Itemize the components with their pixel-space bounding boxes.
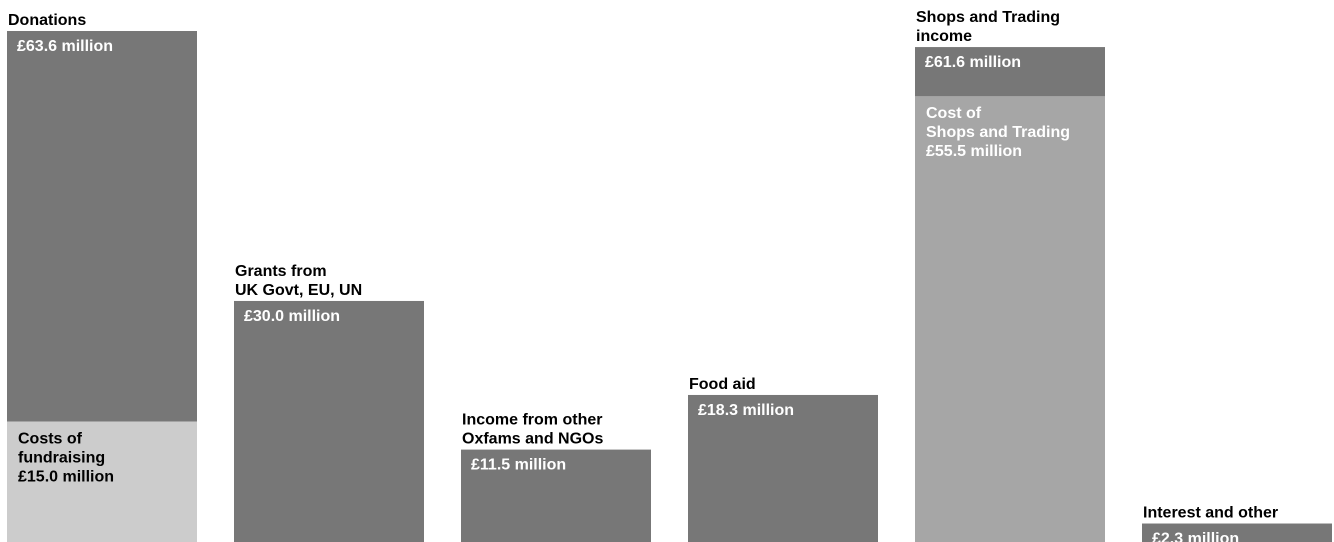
cost-label: Shops and Trading xyxy=(926,124,1070,141)
value-label: £30.0 million xyxy=(244,308,340,325)
cost-label: Costs of xyxy=(18,430,83,447)
value-label: £61.6 million xyxy=(925,54,1021,71)
category-label: Grants from xyxy=(235,263,327,280)
category-label: UK Govt, EU, UN xyxy=(235,282,362,299)
cost-label: Cost of xyxy=(926,105,982,122)
cost-label: £55.5 million xyxy=(926,143,1022,160)
income-bar xyxy=(461,449,651,542)
income-bar xyxy=(688,394,878,542)
value-label: £2.3 million xyxy=(1152,531,1239,542)
bars-layer xyxy=(7,31,1332,542)
cost-label: £15.0 million xyxy=(18,468,114,485)
category-label: Income from other xyxy=(462,412,602,429)
category-label: Shops and Trading xyxy=(916,9,1060,26)
value-label: £18.3 million xyxy=(698,402,794,419)
category-label: Donations xyxy=(8,12,86,29)
category-label: income xyxy=(916,28,972,45)
cost-label: fundraising xyxy=(18,449,105,466)
cost-bar xyxy=(915,96,1105,542)
cost-bar xyxy=(7,421,197,542)
category-label: Food aid xyxy=(689,376,756,393)
value-label: £63.6 million xyxy=(17,38,113,55)
income-bar xyxy=(1142,523,1332,542)
income-bar xyxy=(234,300,424,542)
category-label: Interest and other xyxy=(1143,505,1278,522)
category-label: Oxfams and NGOs xyxy=(462,431,603,448)
labels-layer: Donations £63.6 million Grants from UK Govt… xyxy=(8,9,1278,542)
value-label: £11.5 million xyxy=(471,457,566,474)
